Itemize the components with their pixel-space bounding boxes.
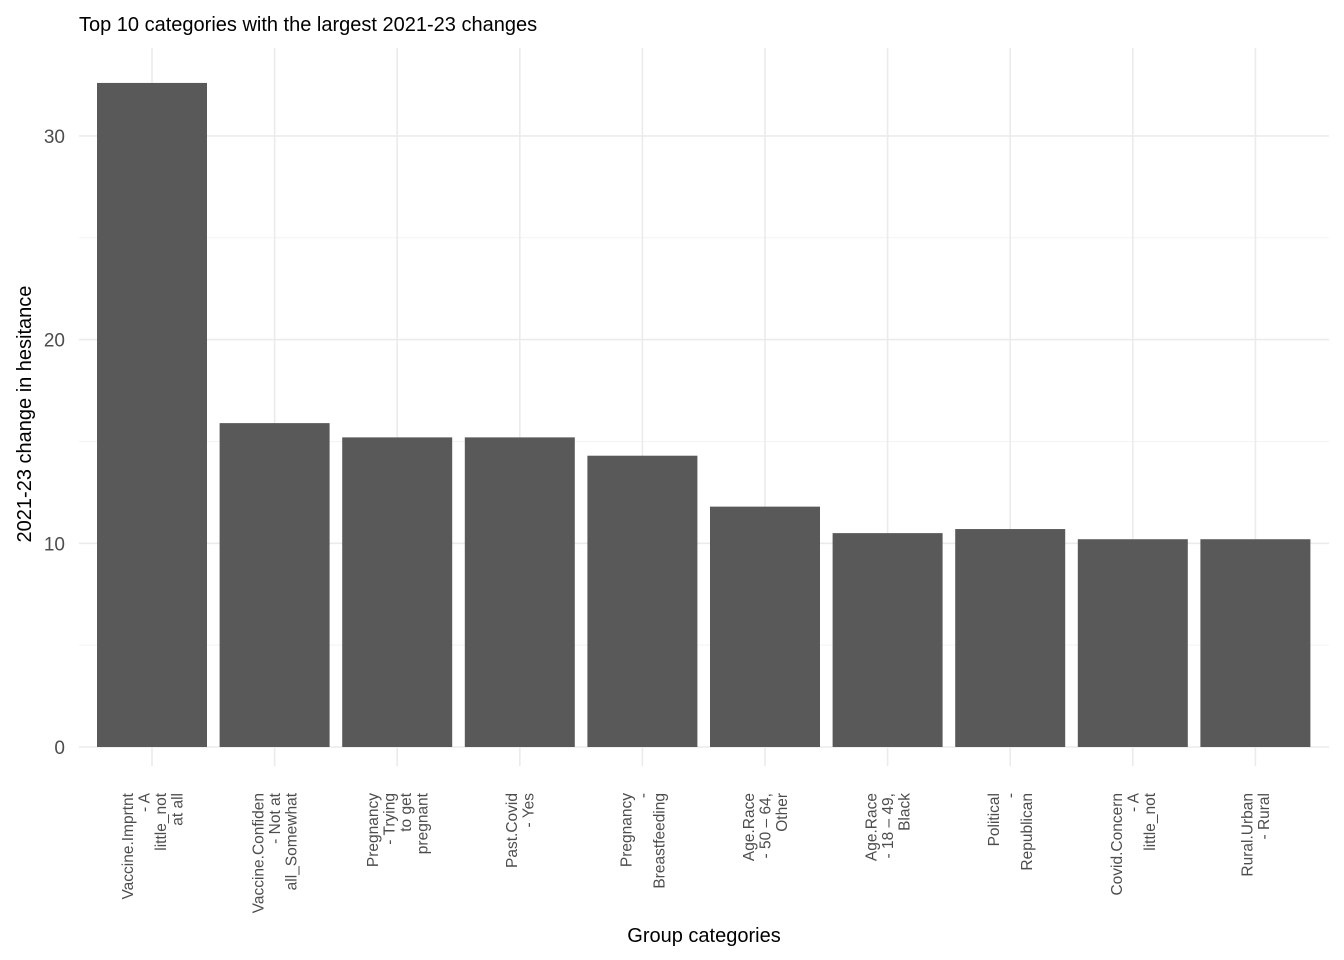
x-tick-label-line: - Yes (521, 793, 538, 828)
bar (219, 423, 330, 747)
y-tick-label: 0 (54, 738, 65, 759)
y-axis-ticks: 0 10 20 30 (44, 127, 65, 759)
x-tick-label-line: - Rural (1256, 793, 1273, 840)
x-tick-label-line: at all (169, 793, 186, 826)
x-tick-label: Pregnancy - Breastfeeding (618, 793, 668, 889)
x-tick-label-line: pregnant (414, 792, 431, 854)
x-tick-label-line: Pregnancy (618, 793, 635, 867)
x-tick-label-line: - A (1125, 792, 1142, 812)
x-tick-label-line: Vaccine.Imprtnt (120, 792, 137, 899)
bar (587, 455, 698, 747)
x-tick-label: Pregnancy - Trying to get pregnant (365, 792, 432, 867)
x-tick-label-line: - 18 – 49, (880, 793, 897, 859)
x-tick-label-line: - 50 – 64, (758, 793, 775, 859)
chart-title: Top 10 categories with the largest 2021-… (79, 14, 537, 36)
x-tick-label-line: Pregnancy (365, 793, 382, 867)
bar (97, 82, 207, 748)
x-tick-label-line: Republican (1019, 793, 1036, 871)
bar (464, 437, 575, 747)
y-tick-label: 30 (44, 127, 65, 148)
x-tick-label-line: to get (398, 792, 415, 831)
x-tick-label-line: Political (986, 793, 1003, 846)
x-tick-label-line: all_Somewhat (284, 792, 301, 890)
bar (710, 506, 820, 747)
y-tick-label: 10 (44, 534, 65, 555)
x-tick-label: Rural.Urban - Rural (1240, 793, 1274, 877)
bars (97, 82, 1311, 748)
x-tick-label-line: Other (774, 793, 791, 832)
bar (832, 533, 943, 747)
x-tick-label-line: - (635, 793, 652, 798)
x-tick-label-line: Rural.Urban (1240, 793, 1257, 877)
bar (1077, 539, 1188, 747)
x-tick-label-line: Age.Race (741, 793, 758, 861)
x-tick-label-line: Breastfeeding (651, 793, 668, 889)
x-axis-title: Group categories (627, 925, 780, 947)
y-tick-label: 20 (44, 331, 65, 352)
x-tick-label-line: little_not (153, 792, 170, 850)
x-tick-label-line: - Not at (267, 792, 284, 844)
y-axis-title: 2021-23 change in hesitance (14, 286, 36, 543)
x-tick-label-line: little_not (1142, 792, 1159, 850)
x-tick-label: Age.Race - 18 – 49, Black (864, 793, 914, 861)
x-tick-label-line: Black (897, 793, 914, 831)
x-tick-label-line: Past.Covid (504, 793, 521, 868)
x-tick-label-line: - Trying (381, 793, 398, 845)
x-tick-label: Age.Race - 50 – 64, Other (741, 793, 791, 861)
x-tick-label: Past.Covid - Yes (504, 793, 538, 868)
x-tick-label-line: - A (136, 792, 153, 812)
x-tick-label-line: Covid.Concern (1109, 793, 1126, 896)
x-tick-label: Vaccine.Confiden - Not at all_Somewhat (251, 792, 301, 913)
x-tick-label-line: Age.Race (864, 793, 881, 861)
bar (1200, 539, 1311, 747)
bar (955, 529, 1066, 747)
x-tick-label-line: - (1003, 793, 1020, 798)
x-tick-label-line: Vaccine.Confiden (251, 793, 268, 913)
bar (342, 437, 453, 747)
x-tick-label: Political - Republican (986, 793, 1036, 871)
